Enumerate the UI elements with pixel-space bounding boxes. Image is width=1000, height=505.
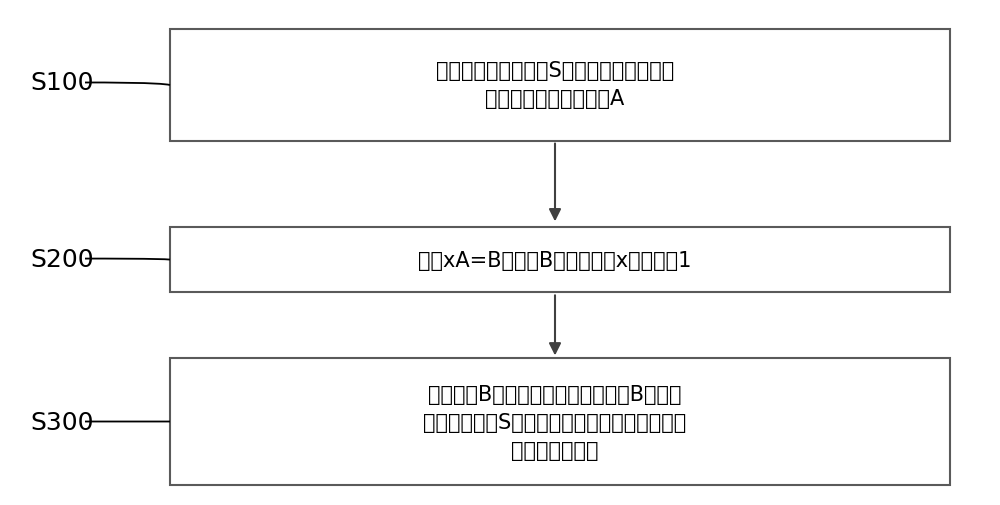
FancyBboxPatch shape [170, 359, 950, 485]
Text: S200: S200 [30, 247, 94, 271]
Text: S100: S100 [30, 71, 94, 95]
FancyBboxPatch shape [170, 227, 950, 293]
Text: 通过xA=B以获得B，其中所述x大于等于1: 通过xA=B以获得B，其中所述x大于等于1 [418, 250, 692, 270]
Text: 在待优化基板的面积S上截取待优化导电层
的截面，以获取截面积A: 在待优化基板的面积S上截取待优化导电层 的截面，以获取截面积A [436, 61, 674, 109]
Text: 根据所述B设计出优化导电层，所述B为在优
化基板的面积S上的相同位置截取优化导电层的
截面的截面积。: 根据所述B设计出优化导电层，所述B为在优 化基板的面积S上的相同位置截取优化导电… [423, 384, 687, 460]
FancyBboxPatch shape [170, 30, 950, 141]
Text: S300: S300 [30, 410, 94, 434]
